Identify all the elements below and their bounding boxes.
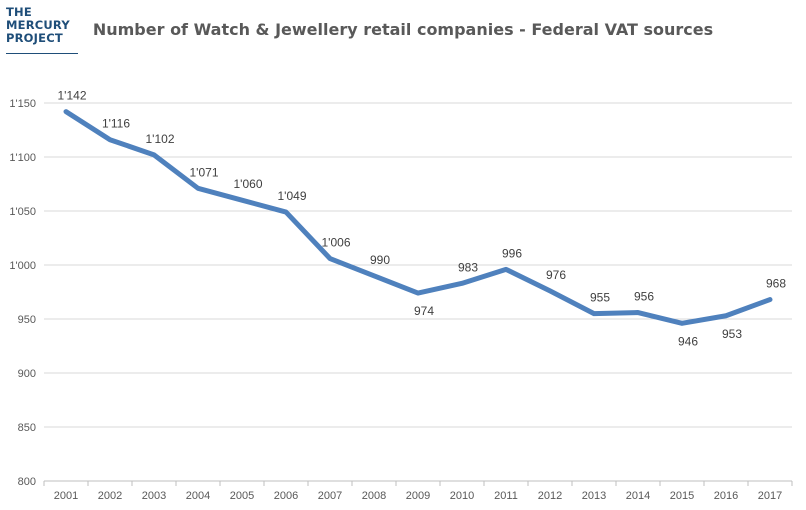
logo-line-2: MERCURY	[6, 18, 70, 32]
x-tick-label: 2001	[54, 490, 78, 502]
data-label: 996	[502, 246, 522, 260]
x-tick-label: 2011	[494, 490, 518, 502]
y-tick-label: 1'150	[9, 98, 36, 110]
logo-underline	[6, 53, 78, 54]
x-tick-label: 2006	[274, 490, 298, 502]
x-tick-label: 2008	[362, 490, 386, 502]
data-label: 976	[546, 268, 566, 282]
x-tick-label: 2017	[758, 490, 782, 502]
x-tick-label: 2012	[538, 490, 562, 502]
data-label: 990	[370, 253, 390, 267]
x-tick-label: 2009	[406, 490, 430, 502]
data-label: 1'006	[322, 236, 351, 250]
logo-line-3: PROJECT	[6, 31, 63, 45]
y-tick-label: 950	[18, 314, 36, 326]
data-label: 1'142	[58, 89, 87, 103]
x-tick-label: 2004	[186, 490, 210, 502]
chart-title: Number of Watch & Jewellery retail compa…	[92, 20, 714, 39]
data-label: 956	[634, 290, 654, 304]
x-tick-label: 2013	[582, 490, 606, 502]
data-label: 974	[414, 304, 434, 318]
data-label: 983	[458, 260, 478, 274]
y-tick-label: 1'000	[9, 260, 36, 272]
data-label: 1'102	[146, 132, 175, 146]
x-tick-label: 2014	[626, 490, 650, 502]
y-tick-label: 900	[18, 368, 36, 380]
x-tick-label: 2016	[714, 490, 738, 502]
x-tick-label: 2003	[142, 490, 166, 502]
y-tick-label: 1'100	[9, 152, 36, 164]
y-tick-label: 800	[18, 476, 36, 488]
data-label: 1'116	[102, 117, 130, 131]
data-label: 955	[590, 291, 610, 305]
x-tick-label: 2005	[230, 490, 254, 502]
y-tick-label: 850	[18, 422, 36, 434]
x-tick-label: 2007	[318, 490, 342, 502]
data-label: 968	[766, 277, 786, 291]
y-tick-label: 1'050	[9, 206, 36, 218]
x-tick-label: 2010	[450, 490, 474, 502]
series-line	[63, 109, 773, 326]
data-label: 1'071	[190, 165, 219, 179]
mercury-project-logo: THE MERCURY PROJECT	[6, 6, 78, 54]
data-label: 946	[678, 334, 698, 348]
data-label: 953	[722, 327, 742, 341]
x-tick-label: 2015	[670, 490, 694, 502]
x-tick-label: 2002	[98, 490, 122, 502]
data-label: 1'049	[278, 189, 307, 203]
logo-line-1: THE	[6, 5, 32, 19]
data-label: 1'060	[234, 177, 263, 191]
